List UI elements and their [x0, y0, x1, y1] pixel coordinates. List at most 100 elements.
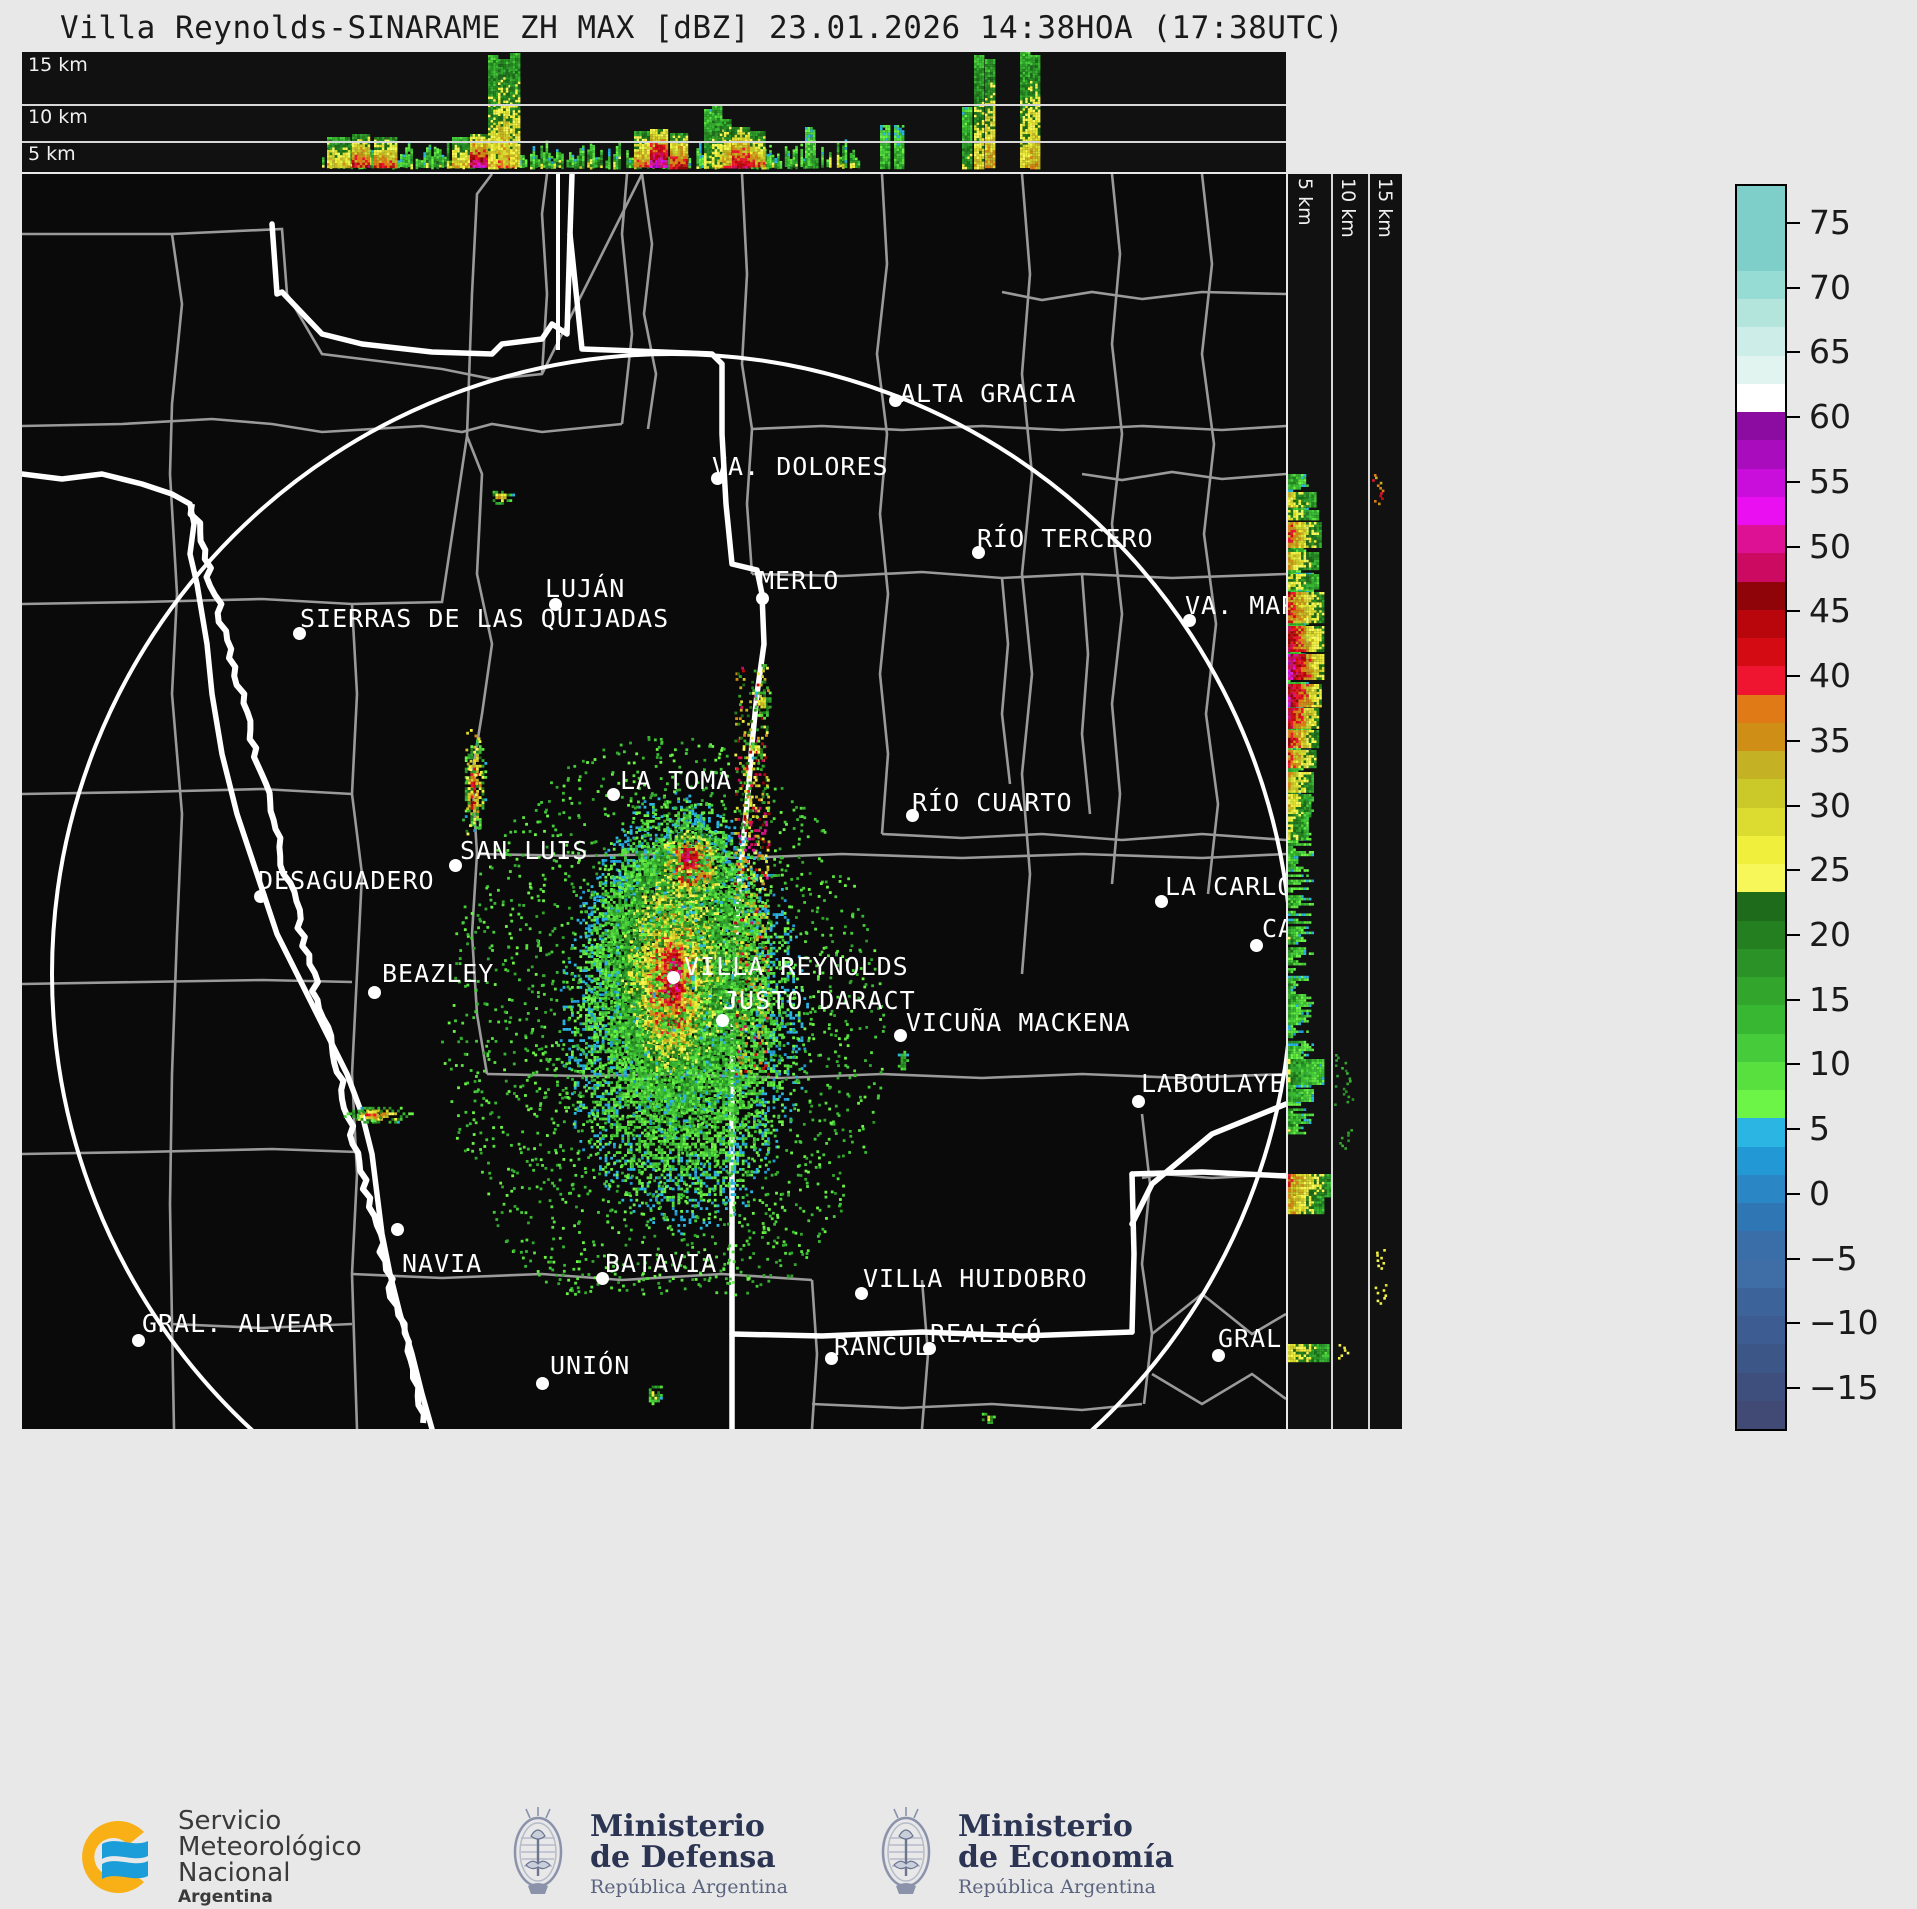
radar-echo-pixel	[465, 160, 468, 163]
radar-echo-pixel	[1022, 123, 1026, 127]
radar-echo-pixel	[732, 129, 735, 133]
radar-echo-pixel	[736, 860, 739, 863]
radar-echo-pixel	[483, 154, 486, 158]
radar-echo-pixel	[515, 71, 518, 74]
radar-echo-pixel	[665, 166, 668, 170]
radar-echo-pixel	[660, 139, 663, 142]
radar-echo-pixel	[755, 138, 758, 142]
radar-echo-pixel	[962, 153, 965, 157]
radar-echo-pixel	[636, 162, 640, 165]
radar-echo-pixel	[757, 162, 761, 165]
radar-echo-pixel	[329, 152, 333, 156]
radar-echo-pixel	[384, 147, 387, 150]
radar-echo-pixel	[737, 155, 740, 159]
altitude-gridline-10km	[22, 104, 1286, 106]
radar-echo-pixel	[857, 165, 861, 169]
radar-echo-pixel	[1020, 129, 1023, 132]
radar-echo-pixel	[340, 165, 343, 169]
radar-echo-pixel	[660, 134, 663, 137]
radar-echo-pixel	[755, 896, 759, 900]
radar-echo-pixel	[727, 888, 731, 891]
radar-echo-pixel	[722, 913, 725, 916]
radar-echo-pixel	[750, 164, 753, 168]
radar-echo-pixel	[719, 157, 723, 160]
radar-echo-pixel	[1035, 146, 1038, 149]
radar-echo-pixel	[407, 154, 411, 157]
radar-echo-pixel	[1032, 148, 1036, 152]
radar-echo-pixel	[610, 907, 613, 911]
radar-echo-pixel	[1032, 107, 1036, 110]
radar-echo-pixel	[844, 165, 848, 169]
radar-echo-pixel	[969, 161, 973, 165]
radar-echo-pixel	[880, 153, 883, 157]
radar-echo-pixel	[558, 165, 562, 168]
radar-echo-pixel	[655, 165, 658, 168]
radar-echo-pixel	[332, 152, 335, 156]
radar-echo-pixel	[510, 125, 513, 129]
radar-echo-pixel	[714, 144, 718, 147]
radar-echo-pixel	[394, 144, 398, 148]
radar-echo-pixel	[644, 151, 647, 155]
radar-echo-pixel	[719, 115, 723, 118]
radar-echo-pixel	[729, 152, 732, 156]
radar-echo-pixel	[829, 165, 832, 168]
radar-echo-pixel	[709, 109, 712, 112]
radar-map[interactable]: ALTA GRACIA VA. DOLORES RÍO TERCERO MERLO LU…	[22, 174, 1286, 1429]
radar-echo-pixel	[739, 910, 742, 914]
radar-echo-pixel	[716, 907, 720, 911]
radar-echo-pixel	[987, 90, 991, 93]
radar-echo-pixel	[732, 137, 735, 140]
radar-echo-pixel	[821, 146, 824, 150]
radar-echo-pixel	[342, 142, 346, 145]
radar-echo-pixel	[334, 150, 338, 153]
radar-echo-pixel	[532, 159, 536, 162]
radar-echo-pixel	[969, 120, 973, 123]
radar-echo-pixel	[812, 147, 816, 151]
radar-echo-pixel	[712, 146, 715, 150]
radar-echo-pixel	[472, 139, 476, 142]
radar-echo-pixel	[503, 142, 506, 145]
radar-echo-pixel	[462, 142, 465, 145]
radar-echo-pixel	[810, 166, 813, 169]
radar-echo-pixel	[844, 147, 848, 150]
radar-echo-pixel	[503, 72, 506, 75]
radar-echo-pixel	[488, 151, 491, 154]
radar-echo-pixel	[739, 150, 743, 153]
radar-echo-pixel	[1035, 114, 1038, 118]
radar-echo-pixel	[517, 79, 521, 82]
radar-echo-pixel	[467, 150, 471, 153]
radar-echo-pixel	[894, 130, 897, 133]
radar-echo-pixel	[553, 163, 556, 167]
radar-echo-pixel	[1025, 82, 1028, 85]
radar-echo-pixel	[836, 165, 840, 168]
radar-echo-pixel	[545, 143, 549, 146]
radar-echo-pixel	[807, 160, 811, 164]
radar-echo-pixel	[709, 158, 712, 161]
radar-echo-pixel	[709, 155, 712, 159]
radar-echo-pixel	[992, 160, 996, 163]
radar-echo-pixel	[985, 150, 988, 153]
radar-echo-pixel	[805, 145, 808, 148]
radar-echo-pixel	[1022, 149, 1026, 153]
radar-echo-pixel	[807, 134, 811, 138]
radar-echo-pixel	[522, 162, 525, 166]
radar-echo-pixel	[392, 144, 395, 148]
radar-echo-pixel	[488, 161, 491, 165]
radar-echo-pixel	[887, 151, 891, 154]
radar-echo-pixel	[485, 165, 489, 168]
radar-echo-pixel	[655, 139, 658, 142]
radar-echo-pixel	[613, 161, 616, 165]
radar-echo-pixel	[387, 163, 390, 166]
radar-echo-pixel	[990, 142, 993, 145]
radar-echo-pixel	[712, 105, 715, 108]
radar-echo-pixel	[663, 136, 666, 140]
radar-echo-pixel	[974, 65, 977, 68]
radar-echo-pixel	[515, 86, 518, 90]
radar-echo-pixel	[706, 150, 710, 154]
radar-echo-pixel	[723, 163, 727, 166]
radar-echo-pixel	[685, 166, 689, 170]
altitude-gridline-5km	[22, 141, 1286, 143]
radar-echo-pixel	[729, 165, 732, 169]
radar-echo-pixel	[810, 134, 813, 138]
radar-echo-pixel	[726, 155, 729, 158]
